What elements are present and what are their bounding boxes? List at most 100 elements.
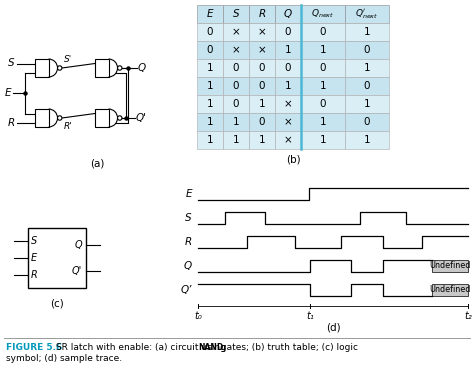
Text: R: R: [8, 117, 15, 127]
Text: 1: 1: [364, 27, 370, 37]
Text: 1: 1: [207, 63, 213, 73]
Text: E: E: [4, 88, 11, 98]
Text: E: E: [185, 189, 192, 199]
Bar: [275, 131, 301, 149]
Bar: [275, 23, 301, 41]
Text: ×: ×: [232, 45, 240, 55]
Text: 1: 1: [259, 135, 265, 145]
Text: Undefined: Undefined: [429, 262, 471, 270]
Bar: [249, 5, 275, 23]
Text: t₂: t₂: [464, 311, 472, 321]
Text: t₀: t₀: [194, 311, 202, 321]
Bar: [197, 131, 223, 149]
Text: ×: ×: [258, 45, 266, 55]
Bar: [223, 131, 249, 149]
Bar: [223, 23, 249, 41]
Bar: [431, 284, 468, 296]
Bar: [197, 5, 223, 23]
Bar: [301, 77, 345, 95]
Text: 1: 1: [207, 135, 213, 145]
Text: Q: Q: [138, 63, 146, 73]
Text: S: S: [31, 236, 37, 246]
Text: 1: 1: [364, 99, 370, 109]
Polygon shape: [109, 59, 118, 77]
Circle shape: [57, 116, 62, 120]
Bar: [223, 41, 249, 59]
Bar: [345, 59, 389, 77]
Bar: [345, 41, 389, 59]
Bar: [275, 113, 301, 131]
Text: ×: ×: [283, 99, 292, 109]
Text: 0: 0: [259, 63, 265, 73]
Text: 0: 0: [233, 99, 239, 109]
Bar: [249, 113, 275, 131]
Text: (d): (d): [326, 322, 340, 332]
Bar: [345, 95, 389, 113]
Bar: [431, 260, 468, 272]
Text: 0: 0: [207, 27, 213, 37]
Text: ×: ×: [283, 135, 292, 145]
Text: 1: 1: [207, 81, 213, 91]
Bar: [249, 23, 275, 41]
Text: gates; (b) truth table; (c) logic: gates; (b) truth table; (c) logic: [218, 343, 358, 352]
Text: 0: 0: [259, 81, 265, 91]
Bar: [197, 95, 223, 113]
Bar: [95, 109, 109, 127]
Bar: [301, 131, 345, 149]
Text: Q': Q': [72, 266, 82, 276]
Text: 1: 1: [285, 45, 292, 55]
Bar: [345, 113, 389, 131]
Bar: [275, 41, 301, 59]
Bar: [301, 59, 345, 77]
Bar: [223, 77, 249, 95]
Text: 1: 1: [364, 135, 370, 145]
Text: 0: 0: [364, 45, 370, 55]
Text: 0: 0: [364, 117, 370, 127]
Bar: [275, 77, 301, 95]
Text: 0: 0: [285, 27, 291, 37]
Bar: [249, 41, 275, 59]
Text: (b): (b): [286, 155, 301, 165]
Text: 0: 0: [233, 63, 239, 73]
Text: symbol; (d) sample trace.: symbol; (d) sample trace.: [6, 354, 122, 363]
Text: 1: 1: [285, 81, 292, 91]
Text: FIGURE 5.6: FIGURE 5.6: [6, 343, 62, 352]
Text: $Q_{next}$: $Q_{next}$: [311, 8, 335, 20]
Text: Q’: Q’: [181, 285, 192, 295]
Circle shape: [118, 66, 122, 70]
Text: ×: ×: [258, 27, 266, 37]
Bar: [197, 41, 223, 59]
Polygon shape: [48, 59, 57, 77]
Text: 1: 1: [259, 99, 265, 109]
Bar: [197, 23, 223, 41]
Bar: [35, 59, 48, 77]
Text: R: R: [258, 9, 265, 19]
Text: S: S: [233, 9, 239, 19]
Text: $Q_{next}'$: $Q_{next}'$: [356, 7, 379, 21]
Bar: [345, 77, 389, 95]
Text: 0: 0: [364, 81, 370, 91]
Text: E: E: [207, 9, 213, 19]
Text: 1: 1: [319, 45, 326, 55]
Circle shape: [57, 66, 62, 70]
Text: NAND: NAND: [198, 343, 223, 352]
Bar: [249, 59, 275, 77]
Text: S: S: [9, 58, 15, 69]
Text: 0: 0: [320, 99, 326, 109]
Text: R: R: [31, 270, 38, 280]
Bar: [275, 95, 301, 113]
Text: E: E: [31, 253, 37, 263]
Text: 1: 1: [364, 63, 370, 73]
Text: 1: 1: [319, 117, 326, 127]
Bar: [197, 59, 223, 77]
Text: 1: 1: [207, 117, 213, 127]
Bar: [275, 59, 301, 77]
Text: 0: 0: [207, 45, 213, 55]
Bar: [301, 23, 345, 41]
Text: S': S': [64, 55, 72, 64]
Text: Q: Q: [284, 9, 292, 19]
Text: t₁: t₁: [306, 311, 314, 321]
Text: SR latch with enable: (a) circuit using: SR latch with enable: (a) circuit using: [53, 343, 229, 352]
Text: Q: Q: [74, 240, 82, 250]
Text: (c): (c): [50, 298, 64, 308]
